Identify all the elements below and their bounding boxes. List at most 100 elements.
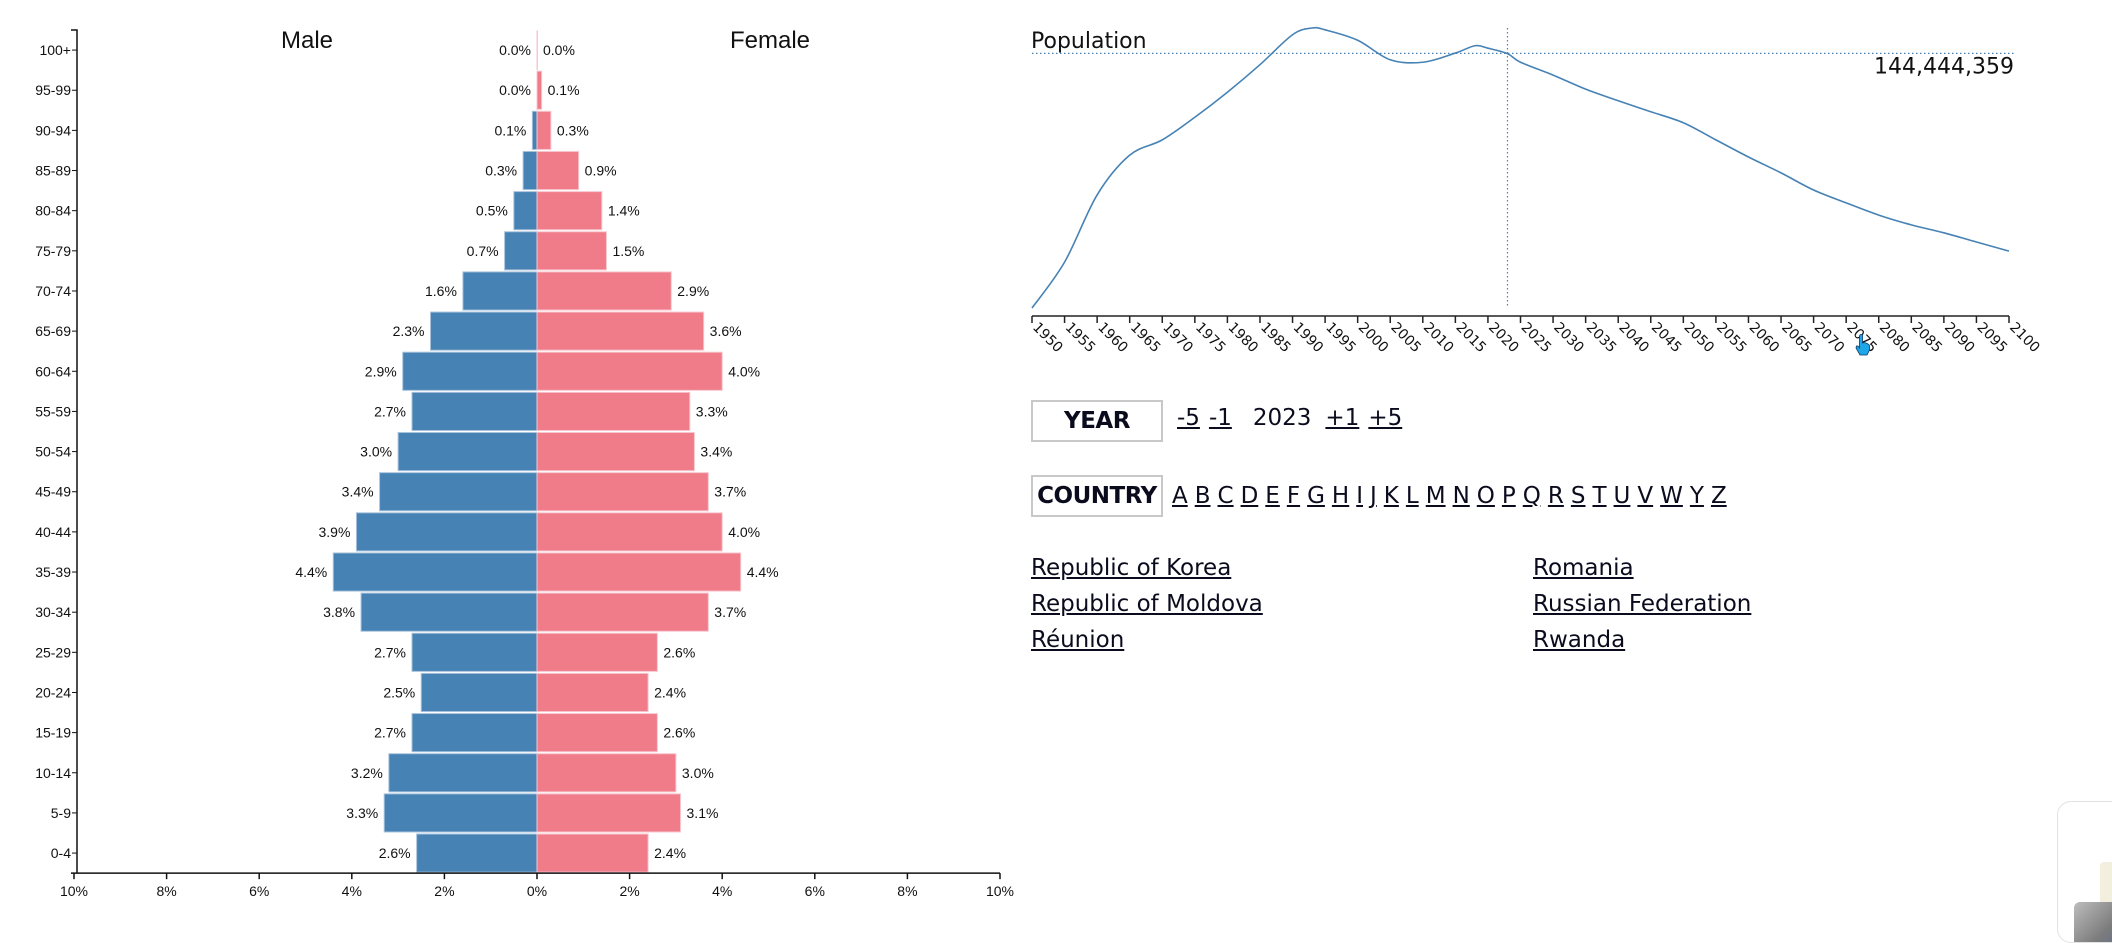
country-letter-z[interactable]: Z	[1710, 483, 1727, 509]
country-letter-m[interactable]: M	[1425, 483, 1446, 509]
male-bar	[504, 231, 538, 271]
country-link-russian-federation[interactable]: Russian Federation	[1533, 591, 1752, 617]
country-letter-h[interactable]: H	[1331, 483, 1350, 509]
male-bar	[416, 833, 538, 873]
female-bar	[536, 552, 742, 592]
male-value-label: 2.7%	[374, 725, 406, 741]
year-tick-label: 2040	[1615, 320, 1652, 357]
country-label: COUNTRY	[1031, 475, 1163, 517]
male-value-label: 0.3%	[485, 163, 517, 179]
percent-tick-label: 6%	[805, 883, 825, 899]
country-letter-d[interactable]: D	[1240, 483, 1259, 509]
age-group-label: 35-39	[35, 564, 71, 580]
year-tick-label: 2035	[1583, 320, 1620, 357]
male-value-label: 3.9%	[319, 524, 351, 540]
female-bar	[536, 672, 649, 713]
population-line	[1031, 26, 2010, 309]
country-letter-q[interactable]: Q	[1522, 483, 1541, 509]
year-tick-label: 1980	[1225, 320, 1262, 357]
country-letter-t[interactable]: T	[1592, 483, 1607, 509]
population-line-content: 144,444,35919501955196019651970197519801…	[1029, 26, 2043, 357]
country-letter-k[interactable]: K	[1383, 483, 1399, 509]
percent-tick-label: 2%	[619, 883, 639, 899]
country-letter-s[interactable]: S	[1570, 483, 1586, 509]
year-tick-label: 2000	[1355, 320, 1392, 357]
population-chart-title: Population	[1031, 29, 1147, 54]
age-group-label: 85-89	[35, 163, 71, 179]
year-plus-5-link[interactable]: +5	[1368, 405, 1403, 431]
year-tick-label: 2080	[1876, 320, 1913, 357]
year-tick-label: 2025	[1518, 320, 1555, 357]
year-controls: -5 -1 2023 +1 +5	[1177, 405, 1411, 431]
female-bar	[536, 793, 682, 833]
country-letter-o[interactable]: O	[1476, 483, 1495, 509]
year-tick-label: 1985	[1257, 320, 1294, 357]
female-bar	[536, 592, 709, 632]
country-link-reunion[interactable]: Réunion	[1031, 627, 1125, 653]
country-letter-r[interactable]: R	[1547, 483, 1564, 509]
age-group-label: 25-29	[35, 644, 71, 660]
year-tick-label: 2015	[1453, 320, 1490, 357]
age-group-label: 5-9	[51, 805, 71, 821]
female-bar	[536, 231, 607, 271]
female-bar	[536, 271, 672, 311]
age-group-label: 45-49	[35, 484, 71, 500]
country-letter-e[interactable]: E	[1265, 483, 1280, 509]
age-group-label: 65-69	[35, 323, 71, 339]
hand-cursor-icon	[1855, 334, 1870, 356]
male-bar	[402, 351, 538, 391]
female-value-label: 4.4%	[747, 564, 779, 580]
male-bar	[411, 632, 538, 672]
year-plus-1-link[interactable]: +1	[1325, 405, 1360, 431]
year-minus-5-link[interactable]: -5	[1177, 405, 1200, 431]
country-letter-w[interactable]: W	[1660, 483, 1683, 509]
product-thumbnail-card[interactable]	[2057, 801, 2112, 943]
country-letter-p[interactable]: P	[1501, 483, 1516, 509]
female-value-label: 2.9%	[677, 283, 709, 299]
percent-tick-label: 10%	[986, 883, 1014, 899]
female-value-label: 1.4%	[608, 203, 640, 219]
age-group-label: 70-74	[35, 283, 71, 299]
country-letter-g[interactable]: G	[1307, 483, 1325, 509]
age-group-label: 0-4	[51, 845, 71, 861]
female-value-label: 4.0%	[728, 524, 760, 540]
female-value-label: 3.3%	[696, 403, 728, 419]
country-letter-i[interactable]: I	[1356, 483, 1363, 509]
male-value-label: 2.7%	[374, 403, 406, 419]
country-link-romania[interactable]: Romania	[1533, 555, 1634, 581]
female-value-label: 3.6%	[710, 323, 742, 339]
country-letter-y[interactable]: Y	[1689, 483, 1704, 509]
year-tick-label: 2060	[1746, 320, 1783, 357]
female-bar	[536, 432, 695, 472]
country-letter-l[interactable]: L	[1405, 483, 1419, 509]
country-letter-v[interactable]: V	[1637, 483, 1654, 509]
country-letter-j[interactable]: J	[1370, 483, 1377, 509]
female-value-label: 3.4%	[700, 444, 732, 460]
female-bar	[536, 833, 649, 873]
country-link-republic-of-moldova[interactable]: Republic of Moldova	[1031, 591, 1263, 617]
country-link-republic-of-korea[interactable]: Republic of Korea	[1031, 555, 1232, 581]
age-group-label: 90-94	[35, 122, 71, 138]
pyramid-axes: 100+ 95-99 90-94 85-89 80-84 75-79 70-74 65-69 6…	[35, 29, 1014, 899]
country-letter-u[interactable]: U	[1613, 483, 1631, 509]
male-value-label: 3.3%	[346, 805, 378, 821]
population-line-chart: Population 144,444,359195019551960196519…	[1029, 26, 2043, 357]
male-value-label: 3.8%	[323, 604, 355, 620]
male-value-label: 3.4%	[342, 484, 374, 500]
country-letter-b[interactable]: B	[1194, 483, 1211, 509]
current-population-value: 144,444,359	[1874, 54, 2014, 79]
population-pyramid-chart: Male Female 0.0% 0.0% 0.0% 0.1% 0.1% 0.3% 0.3%…	[35, 27, 1014, 899]
country-letter-c[interactable]: C	[1217, 483, 1234, 509]
country-letter-f[interactable]: F	[1286, 483, 1301, 509]
year-tick-label: 1950	[1029, 320, 1066, 357]
male-bar	[513, 191, 538, 231]
year-minus-1-link[interactable]: -1	[1208, 405, 1232, 431]
country-letter-n[interactable]: N	[1452, 483, 1470, 509]
male-bar	[379, 472, 538, 512]
female-bar	[536, 512, 723, 552]
country-letter-a[interactable]: A	[1172, 483, 1188, 509]
male-bar	[397, 432, 538, 472]
country-link-rwanda[interactable]: Rwanda	[1533, 627, 1626, 653]
age-group-label: 80-84	[35, 203, 71, 219]
